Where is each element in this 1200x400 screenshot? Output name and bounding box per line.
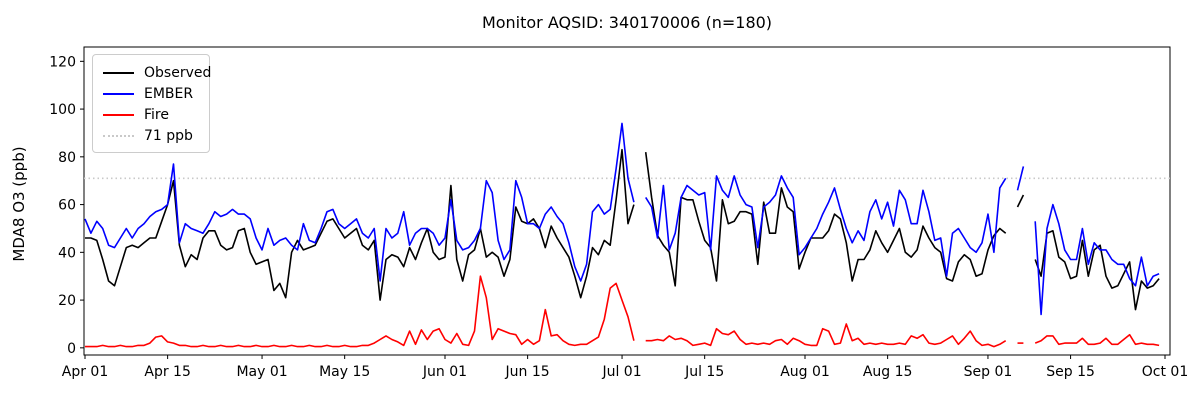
x-tick-label: Aug 15 <box>863 364 913 380</box>
x-tick-label: Aug 01 <box>780 364 830 380</box>
legend-label-observed: Observed <box>144 64 212 81</box>
legend-item-threshold: 71 ppb <box>103 125 199 146</box>
legend-label-fire: Fire <box>144 106 169 123</box>
y-tick-label: 0 <box>67 341 76 357</box>
x-tick-label: Sep 01 <box>964 364 1013 380</box>
x-tick-label: Sep 15 <box>1046 364 1095 380</box>
legend-label-threshold: 71 ppb <box>144 127 193 144</box>
x-tick-label: Apr 01 <box>62 364 108 380</box>
x-tick-label: Jul 01 <box>601 364 641 380</box>
y-tick-label: 80 <box>58 150 76 166</box>
legend: Observed EMBER Fire 71 ppb <box>92 54 211 153</box>
x-tick-label: May 15 <box>319 364 370 380</box>
x-tick-label: Apr 15 <box>144 364 190 380</box>
legend-item-ember: EMBER <box>103 83 199 104</box>
x-tick-label: Jun 15 <box>505 364 550 380</box>
x-tick-label: Oct 01 <box>1142 364 1188 380</box>
y-tick-label: 60 <box>58 198 76 214</box>
y-tick-label: 120 <box>49 54 76 70</box>
plot-border <box>83 46 1171 356</box>
fire-line-sample <box>103 113 134 116</box>
chart-title: Monitor AQSID: 340170006 (n=180) <box>481 13 773 32</box>
series-line-fire <box>645 323 1007 348</box>
series-line-ember <box>84 122 635 282</box>
y-tick-label: 20 <box>58 293 76 309</box>
series-line-observed <box>644 151 1007 287</box>
y-tick-label: 100 <box>49 102 76 118</box>
y-tick-label: 40 <box>58 245 76 261</box>
legend-item-observed: Observed <box>103 62 211 83</box>
x-tick-label: Jul 15 <box>684 364 724 380</box>
ember-line-sample <box>103 92 134 95</box>
series-line-ember <box>645 175 1007 278</box>
series-line-observed <box>1034 230 1160 311</box>
series-line-observed <box>1016 194 1025 208</box>
legend-item-fire: Fire <box>103 104 199 125</box>
series-line-ember <box>1034 203 1160 316</box>
threshold-line-sample <box>103 134 134 137</box>
x-tick-label: Jun 01 <box>422 364 467 380</box>
series-line-fire <box>1034 333 1160 347</box>
series-line-ember <box>1016 166 1025 191</box>
x-tick-label: May 01 <box>236 364 287 380</box>
legend-label-ember: EMBER <box>144 85 194 102</box>
series-line-fire <box>85 275 635 348</box>
y-axis-label: MDA8 O3 (ppb) <box>10 146 28 262</box>
observed-line-sample <box>103 71 134 74</box>
